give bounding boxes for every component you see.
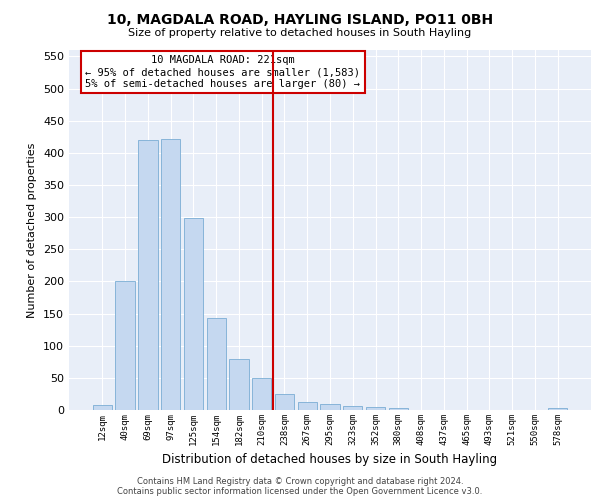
Bar (343, 406, 362, 410)
Y-axis label: Number of detached properties: Number of detached properties (28, 142, 37, 318)
Bar (548, 408, 567, 410)
Bar (206, 318, 226, 410)
Bar (93, 405, 112, 410)
Bar (252, 378, 271, 410)
Bar (298, 402, 317, 410)
Bar (161, 138, 181, 410)
Bar (320, 404, 340, 410)
Bar (389, 408, 408, 410)
Bar (229, 359, 248, 410)
Bar (138, 140, 158, 410)
Bar (115, 282, 135, 410)
Bar (184, 218, 203, 410)
Bar (275, 394, 294, 410)
Text: Contains HM Land Registry data © Crown copyright and database right 2024.
Contai: Contains HM Land Registry data © Crown c… (118, 476, 482, 496)
Text: Size of property relative to detached houses in South Hayling: Size of property relative to detached ho… (128, 28, 472, 38)
Text: 10 MAGDALA ROAD: 221sqm
← 95% of detached houses are smaller (1,583)
5% of semi-: 10 MAGDALA ROAD: 221sqm ← 95% of detache… (85, 56, 361, 88)
Bar (366, 407, 385, 410)
X-axis label: Distribution of detached houses by size in South Hayling: Distribution of detached houses by size … (163, 454, 497, 466)
Text: 10, MAGDALA ROAD, HAYLING ISLAND, PO11 0BH: 10, MAGDALA ROAD, HAYLING ISLAND, PO11 0… (107, 12, 493, 26)
